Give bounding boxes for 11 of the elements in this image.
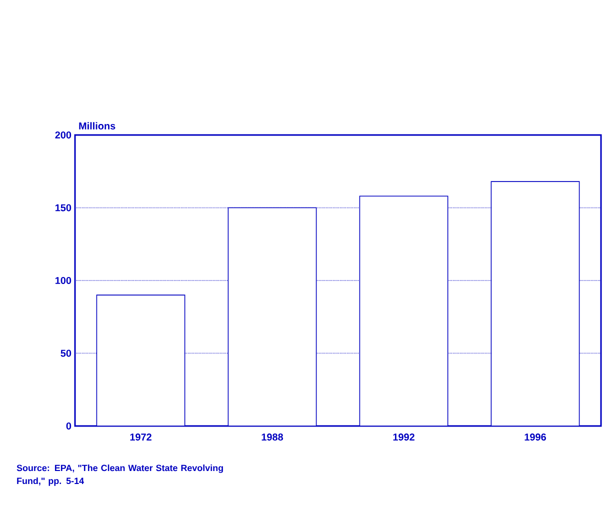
source-note: Source: EPA, "The Clean Water State Revolving Fund," pp. 5-14	[16, 464, 223, 486]
y-tick-label: 50	[60, 350, 72, 357]
y-axis-title: Millions	[79, 122, 116, 130]
y-tick-label: 100	[55, 276, 72, 284]
y-tick-label: 150	[55, 204, 72, 212]
x-tick-label: 1996	[524, 434, 546, 441]
x-tick-label: 1972	[130, 434, 152, 441]
y-tick-label: 200	[55, 131, 72, 139]
y-tick-label: 0	[66, 422, 72, 430]
x-tick-label: 1992	[393, 434, 414, 441]
x-tick-label: 1988	[262, 434, 284, 441]
